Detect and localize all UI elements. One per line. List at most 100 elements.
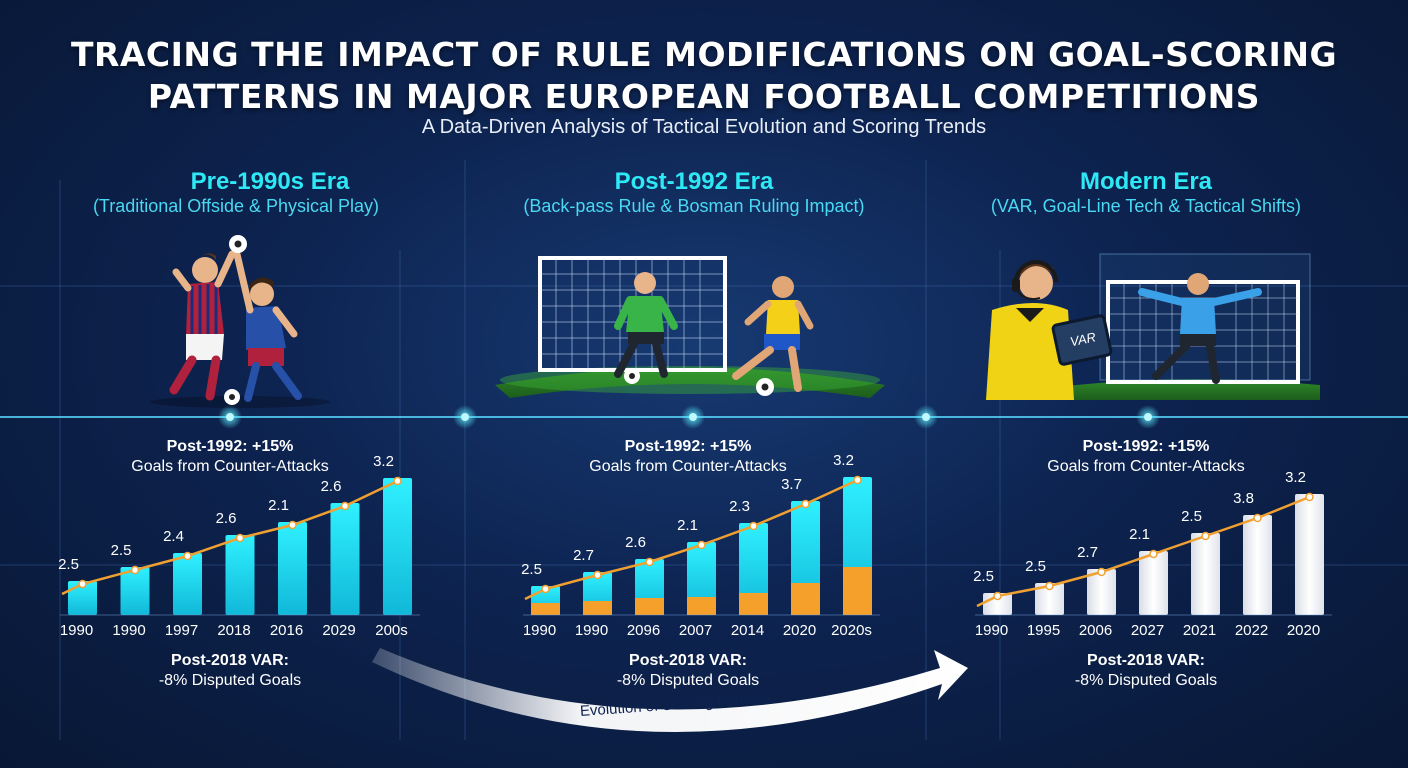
chart-3-trend-point-7 [1305,492,1314,502]
era-2-name: Post-1992 Era [614,168,774,195]
chart-2-category-label-4: 2007 [679,622,712,639]
era-2-top-note-text: Goals from Counter-Attacks [589,458,787,475]
page-subtitle: A Data-Driven Analysis of Tactical Evolu… [421,116,987,138]
era-1-top-note-text: Goals from Counter-Attacks [131,458,329,475]
chart-2-category-label-2: 1990 [575,622,608,639]
chart-2-bar-segment-3 [635,598,664,615]
era-3-description: (VAR, Goal-Line Tech & Tactical Shifts) [990,196,1302,216]
chart-1-bar-5 [278,522,307,615]
era-2-top-note: Post-1992: +15% Goals from Counter-Attac… [528,437,848,477]
era-1-bottom-note: Post-2018 VAR: -8% Disputed Goals [70,651,390,691]
chart-3-category-label-7: 2020 [1287,622,1320,639]
era-2-top-note-title: Post-1992: +15% [624,438,752,455]
chart-3-trend-point-1 [993,591,1002,601]
chart-2-value-label-2: 2.7 [573,547,594,564]
chart-1-value-label-3: 2.4 [163,528,184,545]
page-title-line-1: TRACING THE IMPACT OF RULE MODIFICATIONS… [70,35,1338,74]
chart-1-category-label-1: 1990 [60,622,93,639]
era-3-bottom-note-text: -8% Disputed Goals [1074,672,1218,689]
chart-3-bar-4 [1139,551,1168,615]
era-1-bottom-note-text: -8% Disputed Goals [158,672,302,689]
chart-2-bar-segment-1 [531,603,560,615]
chart-1-trend-point-6 [340,501,350,511]
era-2-description: (Back-pass Rule & Bosman Ruling Impact) [523,196,865,216]
chart-1-category-label-4: 2018 [217,622,250,639]
chart-1-bar-7 [383,478,412,615]
chart-1-bar-4 [225,535,255,615]
chart-1-category-label-2: 1990 [112,622,145,639]
chart-3-category-label-6: 2022 [1235,622,1268,639]
chart-1-trend-point-1 [78,579,87,589]
chart-2-value-label-7: 3.2 [833,452,854,469]
chart-2-trend-point-3 [645,557,654,567]
chart-1-value-label-7: 3.2 [373,453,394,470]
chart-2-trend-point-7 [853,475,862,485]
chart-2-value-label-3: 2.6 [625,534,646,551]
var-tablet-label: VAR [1069,329,1098,349]
chart-1-trend-point-3 [183,551,192,561]
chart-2-bar-segment-5 [739,593,768,615]
era-1-top-note-title: Post-1992: +15% [166,438,294,455]
era-1-top-note: Post-1992: +15% Goals from Counter-Attac… [70,437,390,477]
chart-3-category-label-1: 1990 [975,622,1008,639]
chart-1-trend-point-4 [235,533,245,543]
chart-1-bar-6 [330,503,360,615]
chart-2-value-label-6: 3.7 [781,476,802,493]
chart-1-trend-point-5 [288,520,297,530]
chart-1-value-label-6: 2.6 [321,478,342,495]
chart-3: 2.5 1990 2.5 1995 2.7 2006 2.1 2027 2.5 2021 3.8 20… [973,469,1332,639]
chart-3-bar-7 [1295,494,1324,615]
chart-2-category-label-3: 2096 [627,622,660,639]
players-duel-illustration [150,235,330,408]
chart-3-bar-2 [1035,583,1064,615]
chart-2-trend-line [524,478,859,601]
era-3-bottom-note: Post-2018 VAR: -8% Disputed Goals [986,651,1306,691]
chart-3-bar-5 [1191,533,1220,615]
era-2-bottom-note-title: Post-2018 VAR: [629,652,747,669]
chart-3-value-label-4: 2.1 [1129,526,1150,543]
era-2-bottom-note: Post-2018 VAR: -8% Disputed Goals [528,651,848,691]
era-3-name: Modern Era [1079,168,1213,195]
chart-3-value-label-1: 2.5 [973,568,994,585]
chart-2-trend-point-1 [541,584,550,594]
chart-2-bar-segment-6 [791,583,820,615]
chart-1-trend-point-2 [130,565,140,575]
evolution-arrow [372,648,968,733]
chart-2-trend-point-2 [593,570,602,580]
chart-3-value-label-5: 2.5 [1181,508,1202,525]
chart-1-category-label-5: 2016 [270,622,303,639]
chart-1-category-label-7: 200s [375,622,408,639]
chart-3-trend-point-5 [1201,531,1210,541]
chart-2-trend-point-6 [801,499,810,509]
page-title-line-2: PATTERNS IN MAJOR EUROPEAN FOOTBALL COMP… [147,77,1261,116]
charts-layer: 2.5 1990 2.5 1990 2.4 1997 2.6 2018 2.1 2016 2.6 20… [58,452,1332,639]
era-3-top-note-text: Goals from Counter-Attacks [1047,458,1245,475]
chart-3-trend-line [976,495,1310,608]
timeline-nodes [218,405,1160,429]
chart-1-value-label-1: 2.5 [58,556,79,573]
chart-2-value-label-5: 2.3 [729,498,750,515]
chart-2-bar-4 [687,542,716,615]
chart-1-value-label-5: 2.1 [268,497,289,514]
football-icon-4 [756,378,774,396]
chart-3-category-label-2: 1995 [1027,622,1060,639]
era-1-name: Pre-1990s Era [190,168,350,195]
chart-2-bar-segment-4 [687,597,716,615]
goal-and-striker-illustration [495,256,885,398]
era-3-bottom-note-title: Post-2018 VAR: [1087,652,1205,669]
chart-2-bar-5 [739,523,768,615]
era-1-description: (Traditional Offside & Physical Play) [92,196,380,216]
var-referee-illustration: VAR [986,253,1320,400]
chart-1-category-label-6: 2029 [322,622,355,639]
chart-1-bar-1 [68,581,97,615]
chart-3-category-label-4: 2027 [1131,622,1164,639]
chart-1: 2.5 1990 2.5 1990 2.4 1997 2.6 2018 2.1 2016 2.6 20… [58,453,420,639]
chart-1-bar-2 [120,567,150,615]
chart-3-bar-3 [1087,569,1116,615]
chart-3-value-label-2: 2.5 [1025,558,1046,575]
chart-1-value-label-4: 2.6 [216,510,237,527]
chart-2-trend-point-5 [749,521,758,531]
chart-2-category-label-6: 2020 [783,622,816,639]
era-2-bottom-note-text: -8% Disputed Goals [616,672,760,689]
